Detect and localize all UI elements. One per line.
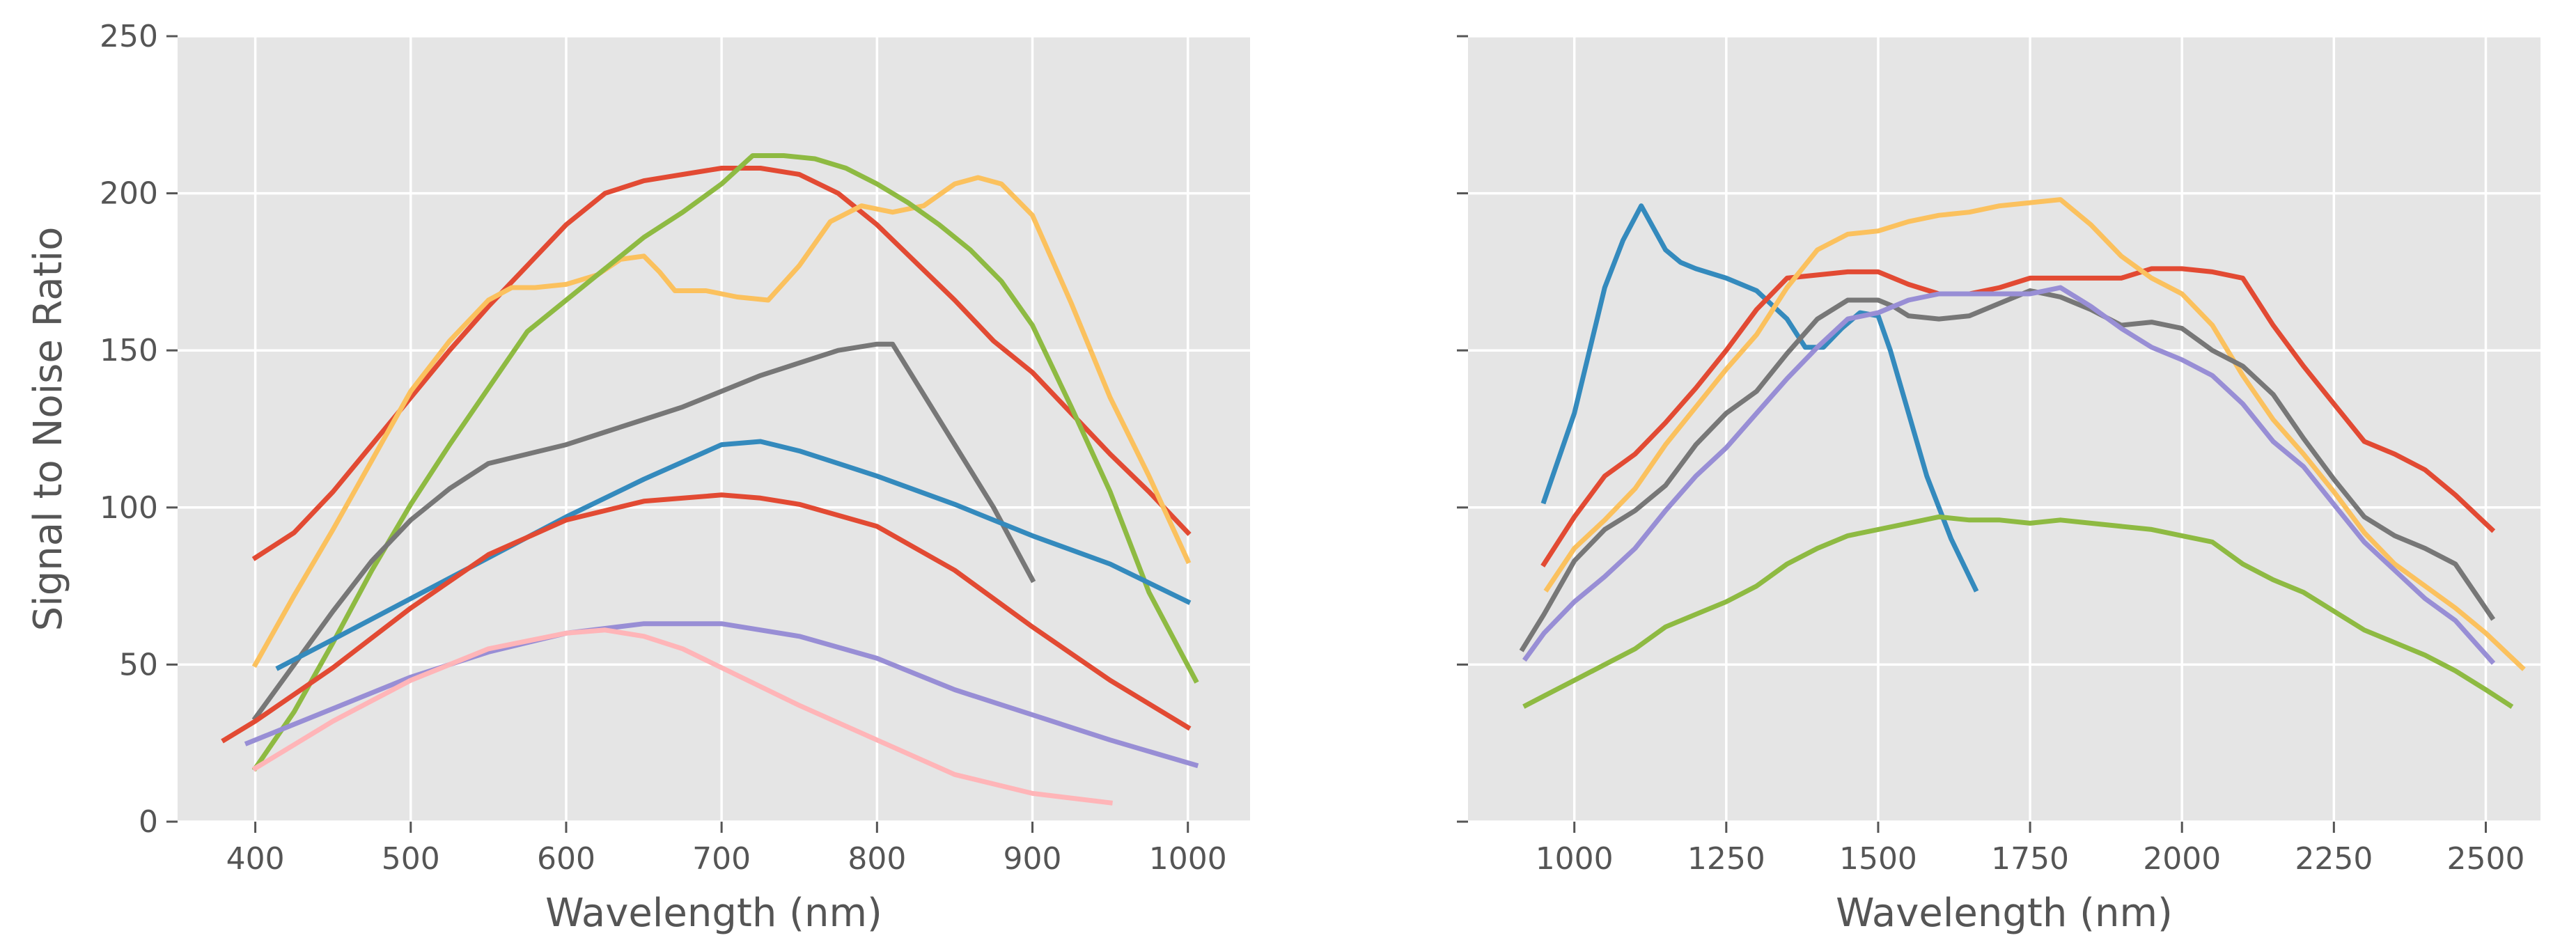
series-line-7 (244, 621, 1199, 769)
series-line-8 (251, 627, 1113, 806)
x-tick-label: 500 (382, 841, 440, 877)
series-line-6 (221, 492, 1192, 744)
series-line-3 (1543, 197, 2526, 671)
y-tick-label: 50 (119, 647, 158, 682)
x-tick-label: 400 (226, 841, 285, 877)
y-tick-label: 100 (100, 490, 158, 526)
y-tick-label: 250 (100, 19, 158, 54)
series-line-2 (251, 175, 1192, 668)
x-tick-label: 2500 (2446, 841, 2524, 877)
right-plot: 1000 1250 1500 1750 2000 2250 2500 Wavelength (… (1457, 35, 2540, 936)
left-plot: 0 50 100 150 200 250 400 500 600 700 800 900 1000 Wav… (26, 19, 1250, 936)
series-line-2 (1540, 266, 2496, 568)
y-tick-label: 200 (100, 176, 158, 212)
x-tick-label: 700 (692, 841, 751, 877)
series-line-5 (1522, 285, 2496, 665)
series-line-4 (1519, 288, 2496, 652)
x-tick-label: 800 (848, 841, 906, 877)
x-tick-label: 1500 (1839, 841, 1917, 877)
plot-background (1468, 36, 2540, 822)
x-tick-label: 1750 (1991, 841, 2069, 877)
x-tick-label: 2250 (2295, 841, 2373, 877)
x-tick-label: 1000 (1149, 841, 1227, 877)
x-tick-label: 1250 (1687, 841, 1765, 877)
y-tick-label: 0 (139, 804, 158, 840)
x-axis-label: Wavelength (nm) (545, 891, 882, 936)
series-line-4 (251, 341, 1036, 721)
series-line-5 (275, 439, 1192, 671)
series-line-3 (251, 153, 1199, 772)
x-tick-label: 900 (1004, 841, 1062, 877)
series-line-6 (1522, 514, 2514, 709)
series-line-1 (251, 166, 1192, 561)
x-tick-label: 2000 (2143, 841, 2221, 877)
x-tick-label: 600 (537, 841, 595, 877)
y-tick-label: 150 (100, 333, 158, 368)
y-axis-label: Signal to Noise Ratio (26, 227, 71, 632)
x-axis-label: Wavelength (nm) (1836, 891, 2173, 936)
series-line-1 (1540, 203, 1979, 593)
x-tick-label: 1000 (1536, 841, 1614, 877)
